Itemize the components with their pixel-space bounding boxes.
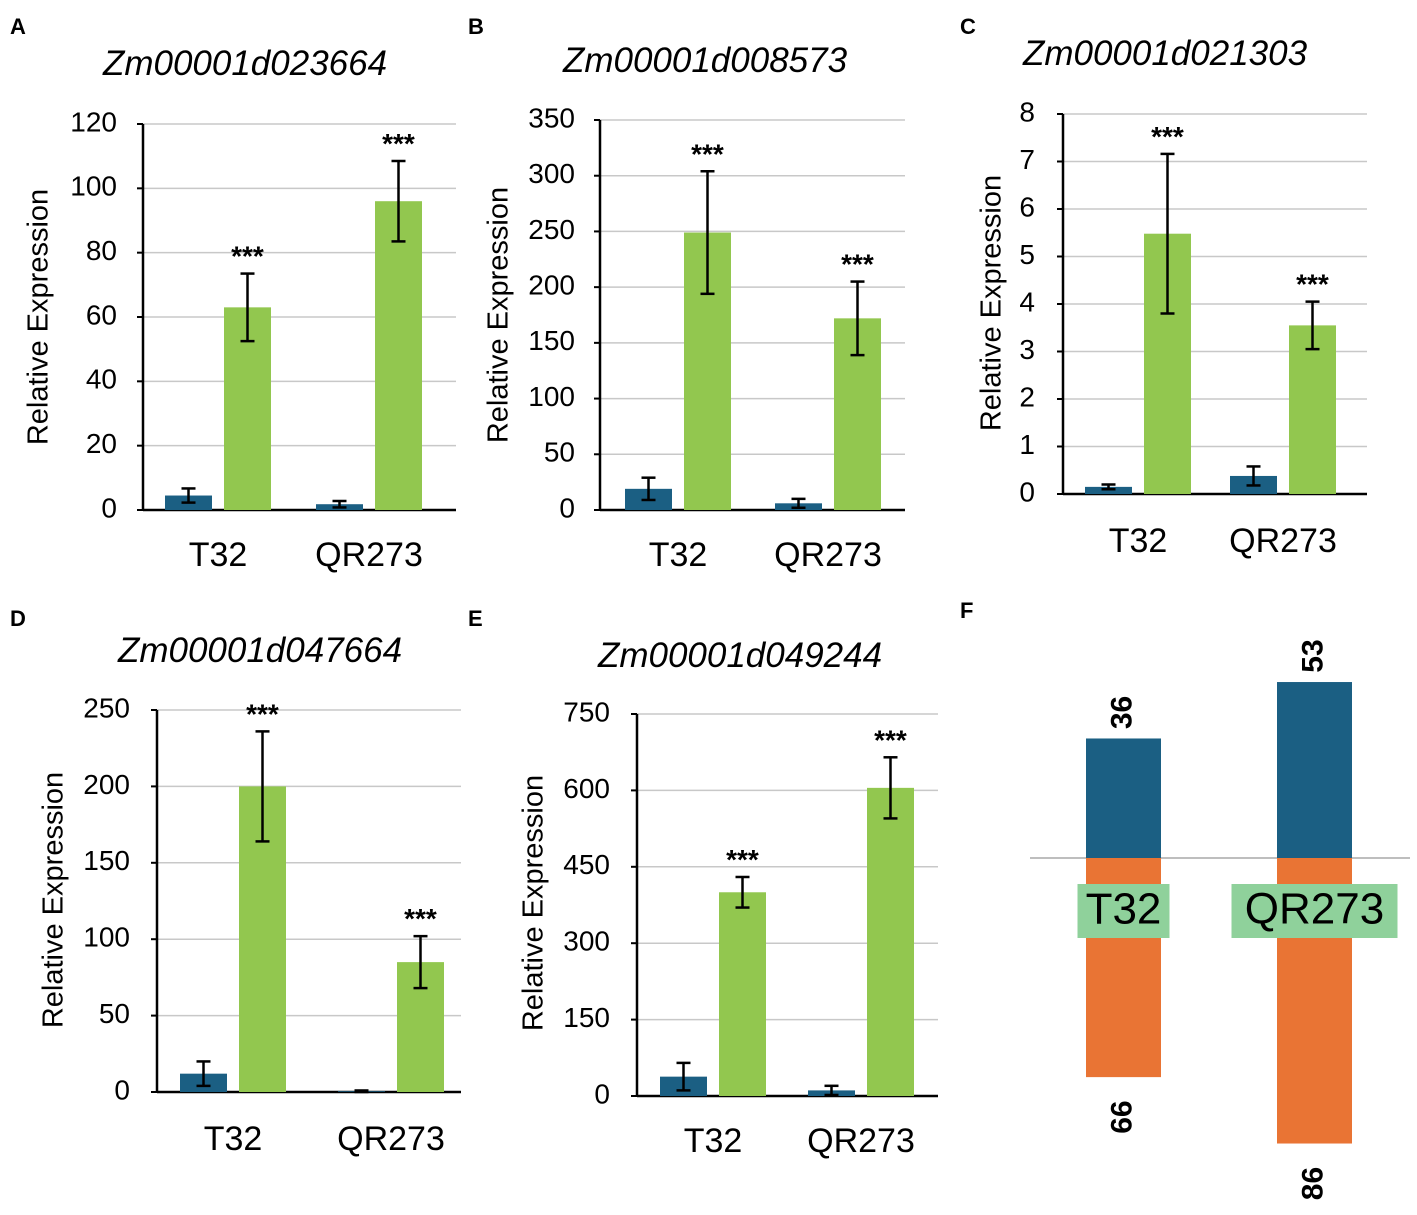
panel-d: D Zm00001d047664 0 50 100 150 200 250 Relative E… (10, 606, 461, 1158)
up-count-label: 53 (1296, 639, 1329, 672)
significance-label: *** (841, 249, 874, 280)
category-label: T32 (1086, 885, 1162, 934)
significance-label: *** (404, 903, 437, 934)
y-axis-label: Relative Expression (518, 775, 550, 1031)
y-tick-label: 350 (528, 102, 575, 133)
panel-a: A Zm00001d023664 0 20 40 60 80 100 120 Relative E… (10, 14, 456, 574)
chart-title: Zm00001d047664 (117, 631, 402, 670)
y-tick-label: 0 (114, 1074, 130, 1105)
y-tick-label: 8 (1019, 96, 1035, 127)
significance-label: *** (231, 241, 264, 272)
y-tick-label: 20 (86, 428, 117, 459)
category-label: QR273 (1245, 885, 1384, 934)
panel-letter: F (960, 598, 973, 623)
down-count-label: 66 (1105, 1100, 1138, 1133)
significance-label: *** (874, 724, 907, 755)
down-count-label: 86 (1296, 1167, 1329, 1200)
x-tick-label: QR273 (774, 536, 882, 574)
panel-letter: E (468, 606, 483, 631)
y-axis-label: Relative Expression (483, 187, 515, 443)
chart-title: Zm00001d008573 (562, 41, 848, 80)
x-tick-label: QR273 (807, 1122, 915, 1160)
bar-treated-QR273 (1289, 325, 1336, 494)
x-tick-label: QR273 (337, 1120, 445, 1158)
x-tick-label: T32 (649, 536, 708, 574)
y-tick-label: 150 (563, 1002, 610, 1033)
y-tick-label: 150 (83, 845, 130, 876)
y-tick-label: 40 (86, 364, 117, 395)
panel-letter: A (10, 14, 26, 39)
y-tick-label: 150 (528, 325, 575, 356)
bar-treated-QR273 (375, 201, 422, 510)
y-tick-label: 0 (594, 1078, 610, 1109)
significance-label: *** (691, 138, 724, 169)
y-tick-label: 300 (528, 158, 575, 189)
bar-up-T32 (1086, 738, 1161, 858)
y-tick-label: 250 (83, 692, 130, 723)
y-tick-label: 50 (99, 998, 130, 1029)
bar-treated-QR273 (867, 787, 914, 1096)
x-tick-label: T32 (204, 1120, 263, 1158)
panel-e: E Zm00001d049244 0 150 300 450 600 750 Relative … (468, 606, 938, 1160)
category-label-box (1077, 884, 1170, 938)
category-label-box (1231, 884, 1398, 938)
significance-label: *** (1296, 269, 1329, 300)
panel-f: F 36 66 T32 53 86 QR273 (960, 598, 1410, 1200)
y-axis-label: Relative Expression (23, 189, 55, 445)
x-tick-label: T32 (684, 1122, 743, 1160)
significance-label: *** (726, 844, 759, 875)
panel-c: C Zm00001d021303 0 1 2 3 4 5 6 7 8 Relative Express… (960, 14, 1367, 560)
y-tick-label: 100 (528, 381, 575, 412)
y-tick-label: 100 (70, 171, 117, 202)
y-tick-label: 0 (101, 492, 117, 523)
y-tick-label: 450 (563, 849, 610, 880)
y-tick-label: 80 (86, 235, 117, 266)
y-axis-label: Relative Expression (976, 175, 1008, 431)
y-tick-label: 3 (1019, 334, 1035, 365)
y-tick-label: 7 (1019, 144, 1035, 175)
y-tick-label: 1 (1019, 429, 1035, 460)
y-tick-label: 0 (1019, 476, 1035, 507)
x-tick-label: T32 (189, 536, 248, 574)
x-tick-label: QR273 (1229, 522, 1337, 560)
significance-label: *** (382, 128, 415, 159)
y-tick-label: 2 (1019, 381, 1035, 412)
bar-up-QR273 (1277, 682, 1352, 858)
y-tick-label: 600 (563, 773, 610, 804)
y-tick-label: 100 (83, 922, 130, 953)
y-tick-label: 0 (559, 492, 575, 523)
chart-title: Zm00001d023664 (102, 44, 387, 83)
y-tick-label: 5 (1019, 239, 1035, 270)
x-tick-label: T32 (1109, 522, 1168, 560)
y-tick-label: 120 (70, 106, 117, 137)
chart-title: Zm00001d049244 (597, 636, 882, 675)
y-tick-label: 4 (1019, 286, 1035, 317)
y-tick-label: 60 (86, 299, 117, 330)
y-axis-label: Relative Expression (38, 772, 70, 1028)
y-tick-label: 200 (83, 769, 130, 800)
x-tick-label: QR273 (315, 536, 423, 574)
panel-b: B Zm00001d008573 0 50 100 150 200 250 300 350 Rela… (468, 14, 905, 574)
chart-title: Zm00001d021303 (1022, 34, 1308, 73)
up-count-label: 36 (1105, 696, 1138, 729)
panel-letter: D (10, 606, 26, 631)
y-tick-label: 200 (528, 270, 575, 301)
y-tick-label: 250 (528, 214, 575, 245)
panel-letter: C (960, 14, 976, 39)
bar-treated-T32 (719, 892, 766, 1096)
y-tick-label: 300 (563, 926, 610, 957)
y-tick-label: 6 (1019, 191, 1035, 222)
significance-label: *** (1151, 121, 1184, 152)
y-tick-label: 750 (563, 696, 610, 727)
significance-label: *** (246, 698, 279, 729)
y-tick-label: 50 (544, 437, 575, 468)
panel-letter: B (468, 14, 484, 39)
